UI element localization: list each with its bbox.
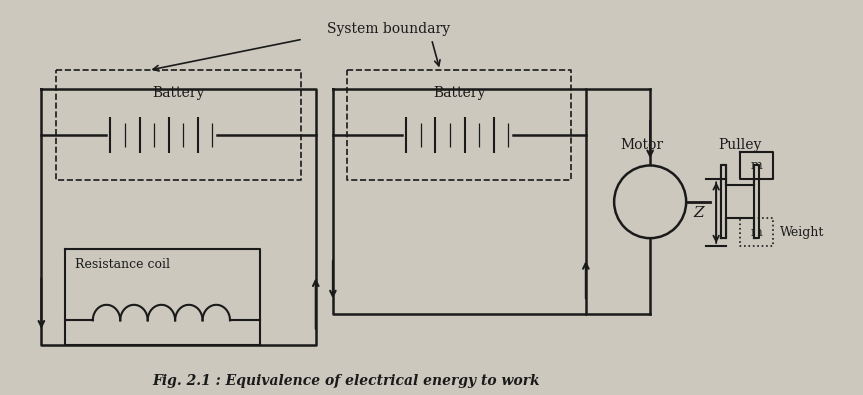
Text: m: m (751, 159, 762, 172)
Text: Fig. 2.1 : Equivalence of electrical energy to work: Fig. 2.1 : Equivalence of electrical ene… (152, 374, 539, 388)
Text: Weight: Weight (779, 226, 824, 239)
Text: System boundary: System boundary (327, 22, 450, 36)
Text: Z: Z (694, 206, 704, 220)
Polygon shape (721, 166, 727, 238)
Text: m: m (751, 226, 762, 239)
Polygon shape (727, 186, 754, 218)
Text: Pulley: Pulley (719, 139, 762, 152)
Text: Battery: Battery (153, 86, 205, 100)
Text: Motor: Motor (620, 139, 663, 152)
Polygon shape (754, 166, 759, 238)
Text: Battery: Battery (433, 86, 486, 100)
Circle shape (614, 166, 686, 238)
Polygon shape (740, 152, 772, 179)
Text: Resistance coil: Resistance coil (75, 258, 170, 271)
